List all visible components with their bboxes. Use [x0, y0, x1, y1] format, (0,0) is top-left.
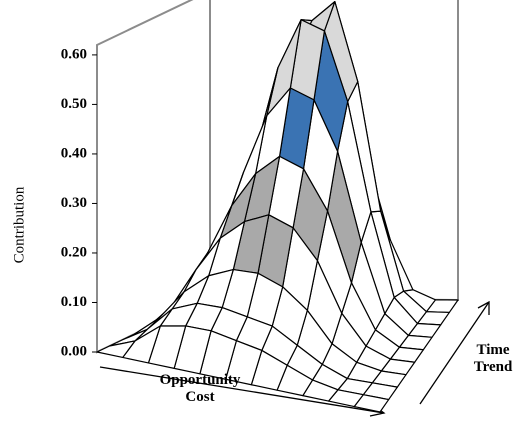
z-tick-label: 0.50 [61, 96, 87, 112]
z-tick-label: 0.60 [61, 46, 87, 62]
z-axis-label: Contribution [11, 186, 27, 263]
y-arrow-head [477, 300, 490, 315]
x-arrow [99, 366, 385, 414]
y-arrow [419, 301, 490, 405]
surface-cell [96, 340, 136, 359]
z-tick-label: 0.10 [61, 294, 87, 310]
z-tick-label: 0.20 [61, 244, 87, 260]
x-axis-label: Opportunity Cost [159, 372, 241, 405]
z-tick-label: 0.00 [61, 343, 87, 359]
z-tick-label: 0.40 [61, 145, 87, 161]
y-axis-label: Time Trend [473, 342, 513, 375]
z-tick-label: 0.30 [61, 195, 87, 211]
